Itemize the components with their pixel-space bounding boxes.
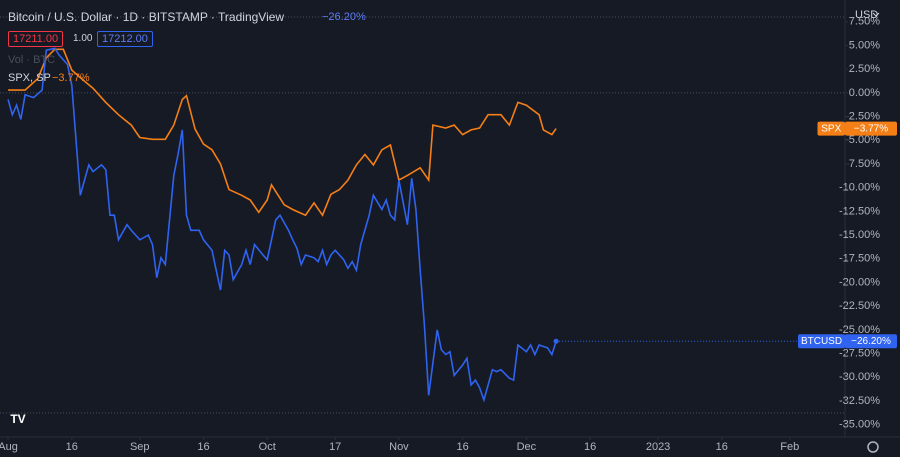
volume-label: Vol · BTC	[8, 54, 56, 66]
x-tick-label: Dec	[517, 441, 537, 453]
last-point	[553, 338, 559, 344]
x-tick-label: Sep	[130, 441, 150, 453]
x-tick-label: 16	[457, 441, 469, 453]
last-value-label: −3.77%	[854, 123, 888, 134]
series-tag	[817, 121, 845, 136]
y-tick-label: -12.50%	[839, 205, 880, 217]
y-tick-label: -10.00%	[839, 182, 880, 194]
series-line	[8, 48, 557, 217]
x-tick-label: Nov	[389, 441, 409, 453]
last-value-tag	[845, 121, 897, 136]
currency-label: USD	[855, 9, 878, 21]
x-tick-label: 2023	[646, 441, 670, 453]
ask-box: 17212.00	[97, 31, 153, 47]
last-value-tag	[845, 334, 897, 349]
y-tick-label: -32.50%	[839, 395, 880, 407]
y-tick-label: -17.50%	[839, 253, 880, 265]
bid-box: 17211.00	[8, 31, 64, 47]
compare-symbol[interactable]: SPX, SP	[8, 72, 51, 84]
change-label: −26.20%	[322, 11, 366, 23]
x-tick-label: 16	[584, 441, 596, 453]
y-tick-label: 0.00%	[849, 87, 880, 99]
last-value-label: −26.20%	[851, 336, 891, 347]
y-tick-label: -27.50%	[839, 347, 880, 359]
y-tick-label: -20.00%	[839, 276, 880, 288]
x-tick-label: 16	[197, 441, 209, 453]
x-tick-label: 16	[66, 441, 78, 453]
series-tag-name: BTCUSD	[801, 336, 842, 347]
y-tick-label: -15.00%	[839, 229, 880, 241]
x-tick-label: Aug	[0, 441, 18, 453]
y-tick-label: -5.00%	[845, 134, 880, 146]
y-tick-label: 2.50%	[849, 63, 880, 75]
chart-title: Bitcoin / U.S. Dollar · 1D · BITSTAMP · …	[8, 10, 285, 24]
series-tag-name: SPX	[821, 123, 841, 134]
compare-change: −3.77%	[52, 72, 90, 84]
y-tick-label: -35.00%	[839, 419, 880, 431]
x-tick-label: Feb	[780, 441, 799, 453]
series-tag	[798, 334, 845, 349]
currency-caret[interactable]	[872, 12, 880, 17]
spread: 1.00	[73, 33, 93, 44]
y-tick-label: -2.50%	[845, 111, 880, 123]
plot-area	[0, 47, 845, 403]
x-tick-label: Oct	[259, 441, 276, 453]
logo: TV	[10, 412, 25, 426]
x-tick-label: 16	[716, 441, 728, 453]
settings-icon[interactable]	[867, 441, 879, 453]
y-tick-label: 7.50%	[849, 16, 880, 28]
y-tick-label: -30.00%	[839, 371, 880, 383]
y-tick-label: -25.00%	[839, 324, 880, 336]
y-tick-label: -22.50%	[839, 300, 880, 312]
x-tick-label: 17	[329, 441, 341, 453]
series-line	[7, 47, 557, 403]
y-tick-label: -7.50%	[845, 158, 880, 170]
y-tick-label: 5.00%	[849, 39, 880, 51]
